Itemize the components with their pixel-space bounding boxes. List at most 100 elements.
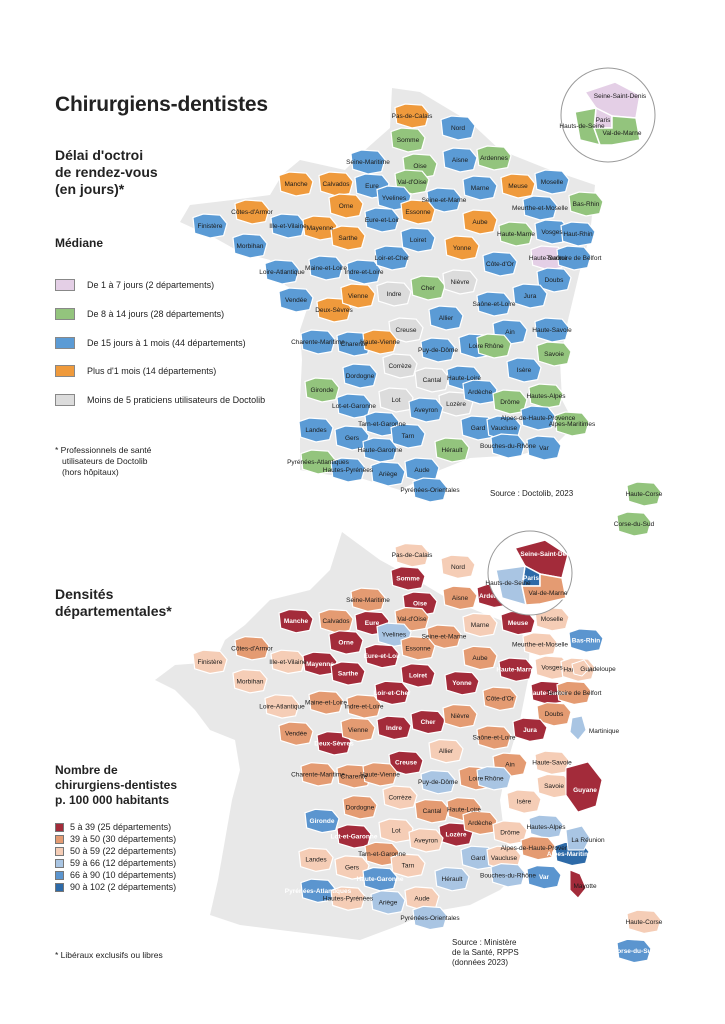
legend-label: Plus d'1 mois (14 départements) [87, 366, 217, 376]
department-shape [626, 909, 662, 935]
department-label: Meuse [508, 183, 528, 190]
map2-subtitle: Densités départementales* [55, 586, 172, 620]
department-label: Nièvre [451, 279, 470, 286]
department-shape [264, 259, 300, 285]
department-label: Côtes-d'Armor [231, 209, 274, 216]
map1-median-label: Médiane [55, 236, 104, 250]
department-label: Cher [421, 285, 436, 292]
department-label: Gironde [310, 818, 335, 825]
department-shape [350, 587, 386, 613]
department-shape [520, 405, 556, 431]
map1-footnote: * Professionnels de santé utilisateurs d… [55, 445, 151, 478]
source-line: (données 2023) [452, 958, 509, 967]
department-label: Aube [472, 655, 488, 662]
legend-swatch [55, 394, 75, 406]
department-shape [278, 608, 314, 634]
department-shape [568, 191, 604, 217]
map2-departments: Pas-de-Calais Nord Somme Seine-Maritime Oise… [192, 542, 663, 964]
department-label: Lot-et-Garonne [331, 833, 378, 840]
inset-label: Val-de-Marne [603, 130, 642, 137]
department-shape [364, 207, 400, 233]
department-shape [528, 383, 564, 409]
department-label: Côte-d'Or [486, 261, 515, 268]
department-shape [444, 235, 480, 261]
department-shape [492, 820, 528, 845]
department-label: Val-d'Oise [397, 616, 427, 623]
department-label: Marne [471, 622, 490, 629]
department-shape [462, 209, 498, 235]
department-label: Gers [345, 435, 360, 442]
department-label: Cher [421, 719, 436, 726]
department-shape [400, 199, 436, 225]
department-shape [390, 423, 426, 449]
overseas-label: Guadeloupe [580, 666, 616, 673]
department-label: Val-d'Oise [397, 179, 427, 186]
footnote-line: (hors hôpitaux) [62, 467, 119, 477]
department-shape [370, 890, 406, 915]
department-label: Corrèze [388, 363, 412, 370]
department-shape [400, 227, 436, 253]
overseas-guadeloupe [571, 659, 591, 677]
department-label: Indre [387, 291, 402, 298]
legend-label: 39 à 50 (30 départements) [70, 834, 177, 844]
department-label: Finistère [198, 659, 223, 666]
department-label: Alpes-Maritimes [547, 851, 598, 858]
inset-label: Paris [523, 575, 539, 582]
department-label: Somme [396, 575, 420, 582]
department-label: Aveyron [414, 407, 438, 414]
department-label: Vendée [285, 731, 307, 738]
map2-legend-row: 39 à 50 (30 départements) [55, 834, 176, 844]
map1-legend-row: Plus d'1 mois (14 départements) [55, 365, 216, 377]
overseas-martinique [569, 715, 587, 741]
department-label: Territoire de Belfort [547, 690, 602, 697]
legend-swatch [55, 279, 75, 291]
department-label: Corse-du-Sud [613, 948, 656, 955]
department-shape [304, 808, 340, 834]
department-label: Maine-et-Loire [305, 700, 347, 707]
map2-legend-row: 90 à 102 (2 départements) [55, 882, 176, 892]
department-shape [526, 864, 562, 890]
department-label: Alpes-de-Haute-Provence [501, 845, 576, 852]
department-label: Aude [414, 896, 430, 903]
department-label: Isère [517, 367, 532, 374]
department-shape [362, 437, 398, 463]
department-label: Tarn-et-Garonne [358, 421, 406, 428]
department-label: Haute-Saône [528, 690, 568, 697]
department-label: Savoie [544, 351, 564, 358]
department-label: Cantal [423, 808, 442, 815]
map1-paris-inset: Seine-Saint-Denis Paris Hauts-de-Seine V… [559, 67, 656, 163]
department-label: Essonne [405, 645, 431, 652]
department-label: Manche [284, 618, 309, 625]
department-shape [298, 417, 334, 443]
department-label: Lot [391, 397, 400, 404]
map2-overseas: Guadeloupe Martinique Guyane La Réunion … [565, 659, 620, 899]
department-label: Loire-Atlantique [259, 703, 305, 710]
map2-paris-inset: Seine-Saint-Denis Paris Hauts-de-Seine V… [485, 530, 576, 616]
department-label: Creuse [396, 327, 417, 334]
department-shape [362, 329, 398, 355]
department-shape [616, 511, 652, 537]
department-shape [376, 715, 412, 741]
department-shape [462, 612, 498, 638]
department-shape [442, 703, 478, 729]
department-shape [410, 275, 446, 301]
map1-subtitle-line: Délai d'octroi [55, 147, 144, 163]
department-label: Cantal [423, 377, 442, 384]
map1-legend-row: De 8 à 14 jours (28 départements) [55, 308, 224, 320]
department-label: Doubs [545, 711, 565, 718]
department-label: Puy-de-Dôme [418, 779, 458, 786]
legend-swatch [55, 337, 75, 349]
department-label: Landes [305, 427, 327, 434]
department-label: Hautes-Pyrénées [323, 896, 374, 903]
department-label: Pas-de-Calais [392, 552, 434, 559]
legend-label: 66 à 90 (10 départements) [70, 870, 177, 880]
department-label: Vienne [348, 727, 369, 734]
map1-subtitle-line: (en jours)* [55, 181, 125, 197]
department-shape [476, 725, 512, 750]
department-label: Creuse [395, 760, 417, 767]
department-shape [462, 645, 498, 671]
department-label: Ain [505, 329, 515, 336]
legend-swatch [55, 858, 64, 868]
map1-source: Source : Doctolib, 2023 [490, 489, 574, 498]
department-shape [444, 670, 480, 696]
